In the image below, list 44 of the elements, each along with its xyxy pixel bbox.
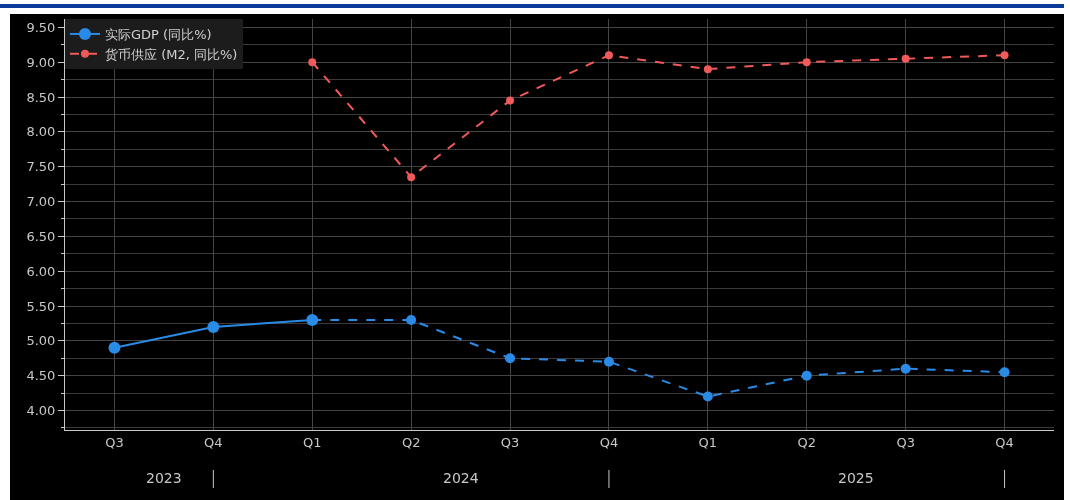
point [406, 314, 417, 325]
point [506, 96, 515, 105]
point [802, 58, 811, 67]
point [207, 320, 220, 333]
point [603, 356, 614, 367]
point [407, 173, 416, 182]
point [702, 391, 713, 402]
y-tick-label: 4.00 [26, 403, 56, 419]
legend-label: 实际GDP (同比%) [105, 27, 212, 43]
legend-label: 货币供应 (M2, 同比%) [105, 46, 238, 62]
point [900, 363, 911, 374]
y-tick-label: 7.50 [26, 159, 56, 175]
point [1000, 51, 1009, 60]
x-tick-label: Q4 [204, 434, 223, 450]
x-tick-label: Q3 [500, 434, 520, 450]
point [308, 58, 317, 67]
x-tick-label: Q1 [698, 434, 718, 450]
point [703, 65, 712, 74]
y-tick-label: 6.50 [26, 228, 56, 244]
y-tick-label: 5.00 [26, 333, 56, 349]
point [801, 370, 812, 381]
y-tick-label: 8.50 [26, 89, 56, 105]
y-tick-label: 6.00 [26, 263, 56, 279]
y-tick-label: 5.50 [26, 298, 56, 314]
y-tick-label: 7.00 [26, 194, 56, 210]
y-tick-label: 9.50 [26, 19, 56, 35]
text: 2024 [443, 470, 479, 486]
x-tick-label: Q4 [599, 434, 619, 450]
y-tick-label: 4.50 [26, 368, 56, 384]
x-tick-label: Q4 [995, 434, 1014, 450]
text: 2025 [838, 470, 874, 486]
point [999, 367, 1010, 378]
y-tick-label: 9.00 [26, 54, 56, 70]
x-tick-label: Q3 [105, 434, 124, 450]
x-tick-label: Q3 [896, 434, 915, 450]
x-tick-label: Q2 [797, 434, 817, 450]
y-tick-label: 8.00 [26, 124, 56, 140]
point [505, 353, 516, 364]
x-tick-label: Q1 [302, 434, 322, 450]
point [604, 51, 613, 60]
x-tick-label: Q2 [401, 434, 421, 450]
text: 2023 [146, 470, 182, 486]
point [901, 54, 910, 63]
point [108, 341, 121, 354]
